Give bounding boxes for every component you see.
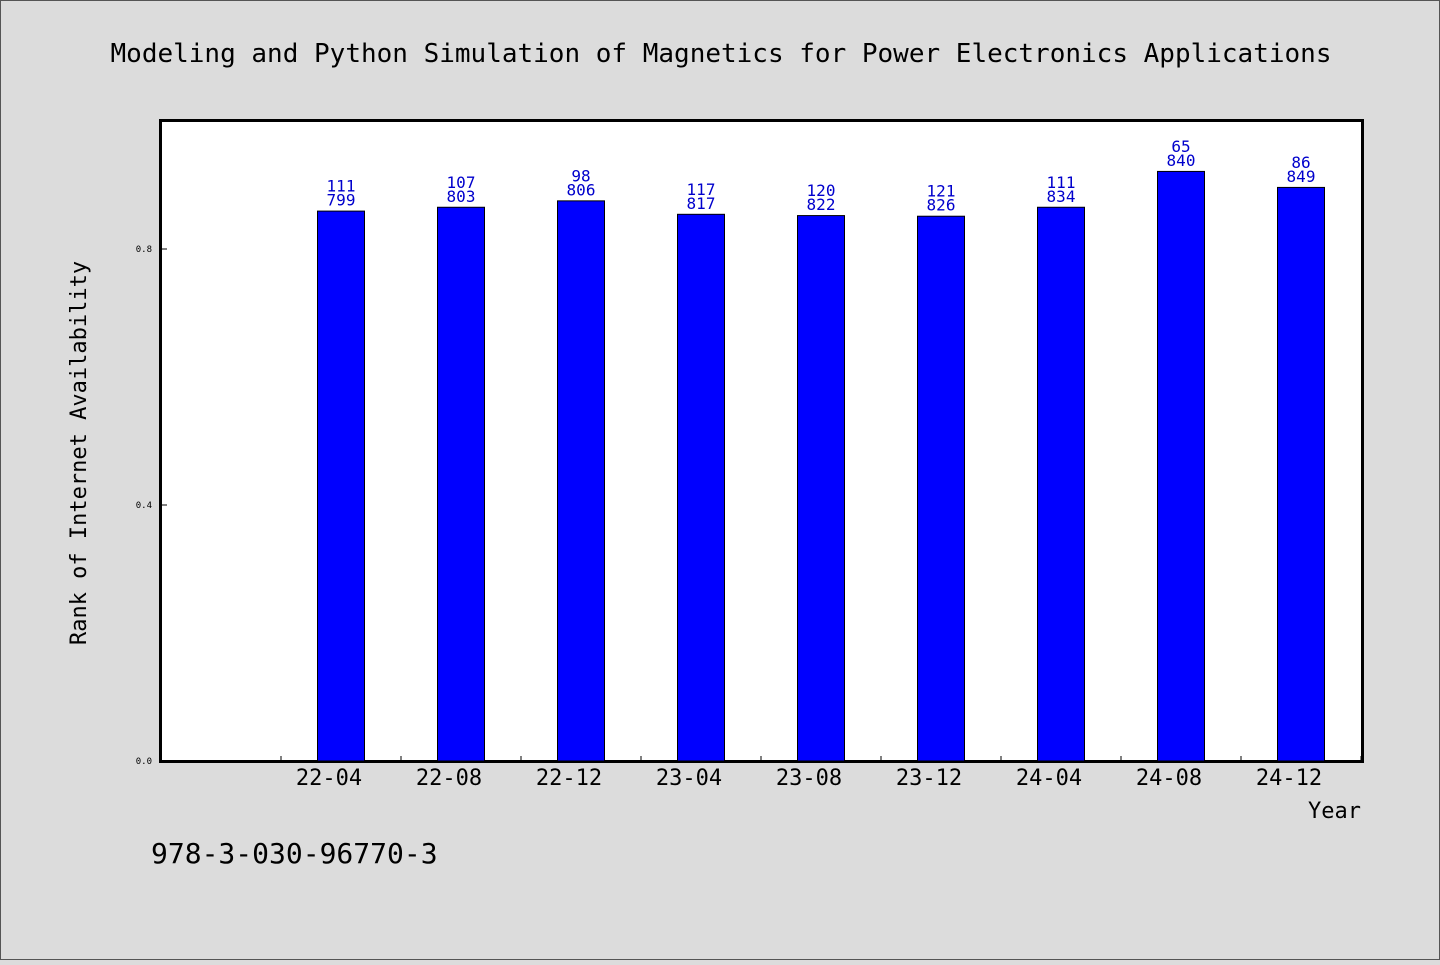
bar-label-bottom: 799 — [327, 191, 356, 210]
x-tick-label: 24-12 — [1256, 766, 1322, 791]
y-axis-label: Rank of Internet Availability — [67, 261, 92, 645]
bars-group — [317, 170, 1325, 762]
y-axis-ticks: 0.0 0.4 0.8 — [136, 245, 167, 767]
bar-23-08 — [797, 215, 845, 762]
bar-label-top: 120 — [807, 181, 836, 200]
bar-label-bottom: 840 — [1167, 151, 1196, 170]
y-tick-label: 0.8 — [136, 245, 152, 255]
bar-label-top: 86 — [1291, 153, 1310, 172]
bar-22-08 — [437, 206, 485, 762]
bar-label-bottom: 822 — [807, 195, 836, 214]
bar-24-04 — [1037, 206, 1085, 762]
x-tick-label: 22-12 — [536, 766, 602, 791]
bar-label-top: 117 — [687, 180, 716, 199]
x-tick-label: 24-04 — [1016, 766, 1082, 791]
bar-label-bottom: 834 — [1047, 187, 1076, 206]
x-tick-label: 23-04 — [656, 766, 722, 791]
x-tick-label: 23-12 — [896, 766, 962, 791]
bar-22-12 — [557, 200, 605, 762]
bar-23-12 — [917, 215, 965, 762]
bar-label-bottom: 803 — [447, 187, 476, 206]
bar-label-top: 111 — [1047, 173, 1076, 192]
x-tick-label: 22-08 — [416, 766, 482, 791]
bar-label-bottom: 806 — [567, 180, 596, 199]
x-tick-label: 24-08 — [1136, 766, 1202, 791]
x-axis-ticks: 22-04 22-08 22-12 23-04 23-08 23-12 24-04 24-08… — [280, 756, 1362, 791]
bar-label-bottom: 817 — [687, 194, 716, 213]
bar-24-08 — [1157, 170, 1205, 762]
bar-label-bottom: 826 — [927, 196, 956, 215]
bar-24-12 — [1277, 186, 1325, 762]
isbn-footer: 978-3-030-96770-3 — [151, 837, 438, 870]
x-tick-label: 23-08 — [776, 766, 842, 791]
x-axis-label: Year — [1308, 799, 1361, 824]
bar-label-bottom: 849 — [1287, 167, 1316, 186]
bar-22-04 — [317, 210, 365, 762]
y-tick-label: 0.4 — [136, 501, 152, 511]
chart-title: Modeling and Python Simulation of Magnet… — [111, 39, 1332, 69]
bar-23-04 — [677, 213, 725, 762]
bar-label-top: 121 — [927, 182, 956, 201]
bar-label-top: 65 — [1171, 137, 1190, 156]
y-tick-label: 0.0 — [136, 757, 152, 767]
x-tick-label: 22-04 — [296, 766, 362, 791]
bar-label-top: 98 — [571, 166, 590, 185]
bar-label-top: 107 — [447, 173, 476, 192]
bar-label-top: 111 — [327, 177, 356, 196]
